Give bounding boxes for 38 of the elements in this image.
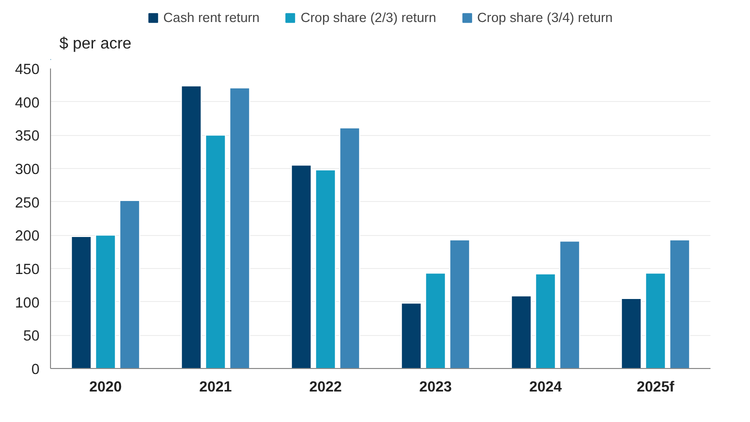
bar	[315, 169, 336, 368]
y-tick-label: 100	[15, 295, 40, 312]
y-tick-label: 350	[15, 128, 40, 145]
bar	[425, 272, 446, 368]
bar	[400, 302, 422, 368]
y-tick-label: 50	[23, 328, 40, 345]
legend-label: Cash rent return	[163, 10, 260, 25]
bar	[559, 240, 580, 368]
x-tick-label: 2020	[89, 380, 122, 396]
bar	[620, 298, 642, 368]
x-tick-label: 2024	[529, 380, 563, 396]
y-tick-label: 150	[15, 262, 40, 278]
bar	[180, 85, 202, 368]
bar	[669, 239, 690, 368]
y-tick-label: 300	[15, 162, 40, 178]
x-tick-label: 2025f	[636, 380, 674, 396]
x-tick-label: 2021	[199, 380, 232, 396]
x-tick-label: 2023	[419, 380, 452, 396]
y-tick-label: 250	[15, 195, 40, 212]
y-tick-label: 450	[15, 62, 40, 78]
bar	[205, 134, 226, 368]
bar	[95, 234, 116, 368]
bar	[645, 272, 666, 368]
y-tick-label: 400	[15, 95, 40, 112]
bar	[229, 87, 250, 368]
legend-label: Crop share (3/4) return	[477, 10, 613, 25]
legend-label: Crop share (2/3) return	[300, 10, 436, 25]
bar	[339, 127, 360, 368]
y-tick-label: 0	[31, 362, 40, 378]
bar	[535, 273, 556, 368]
bar	[449, 239, 470, 368]
y-axis-title: $ per acre	[59, 36, 132, 52]
bar	[510, 295, 532, 368]
y-tick-label: 200	[15, 228, 40, 245]
x-tick-label: 2022	[309, 380, 342, 396]
bar	[70, 236, 92, 368]
bar	[290, 164, 312, 368]
bar	[119, 200, 140, 368]
